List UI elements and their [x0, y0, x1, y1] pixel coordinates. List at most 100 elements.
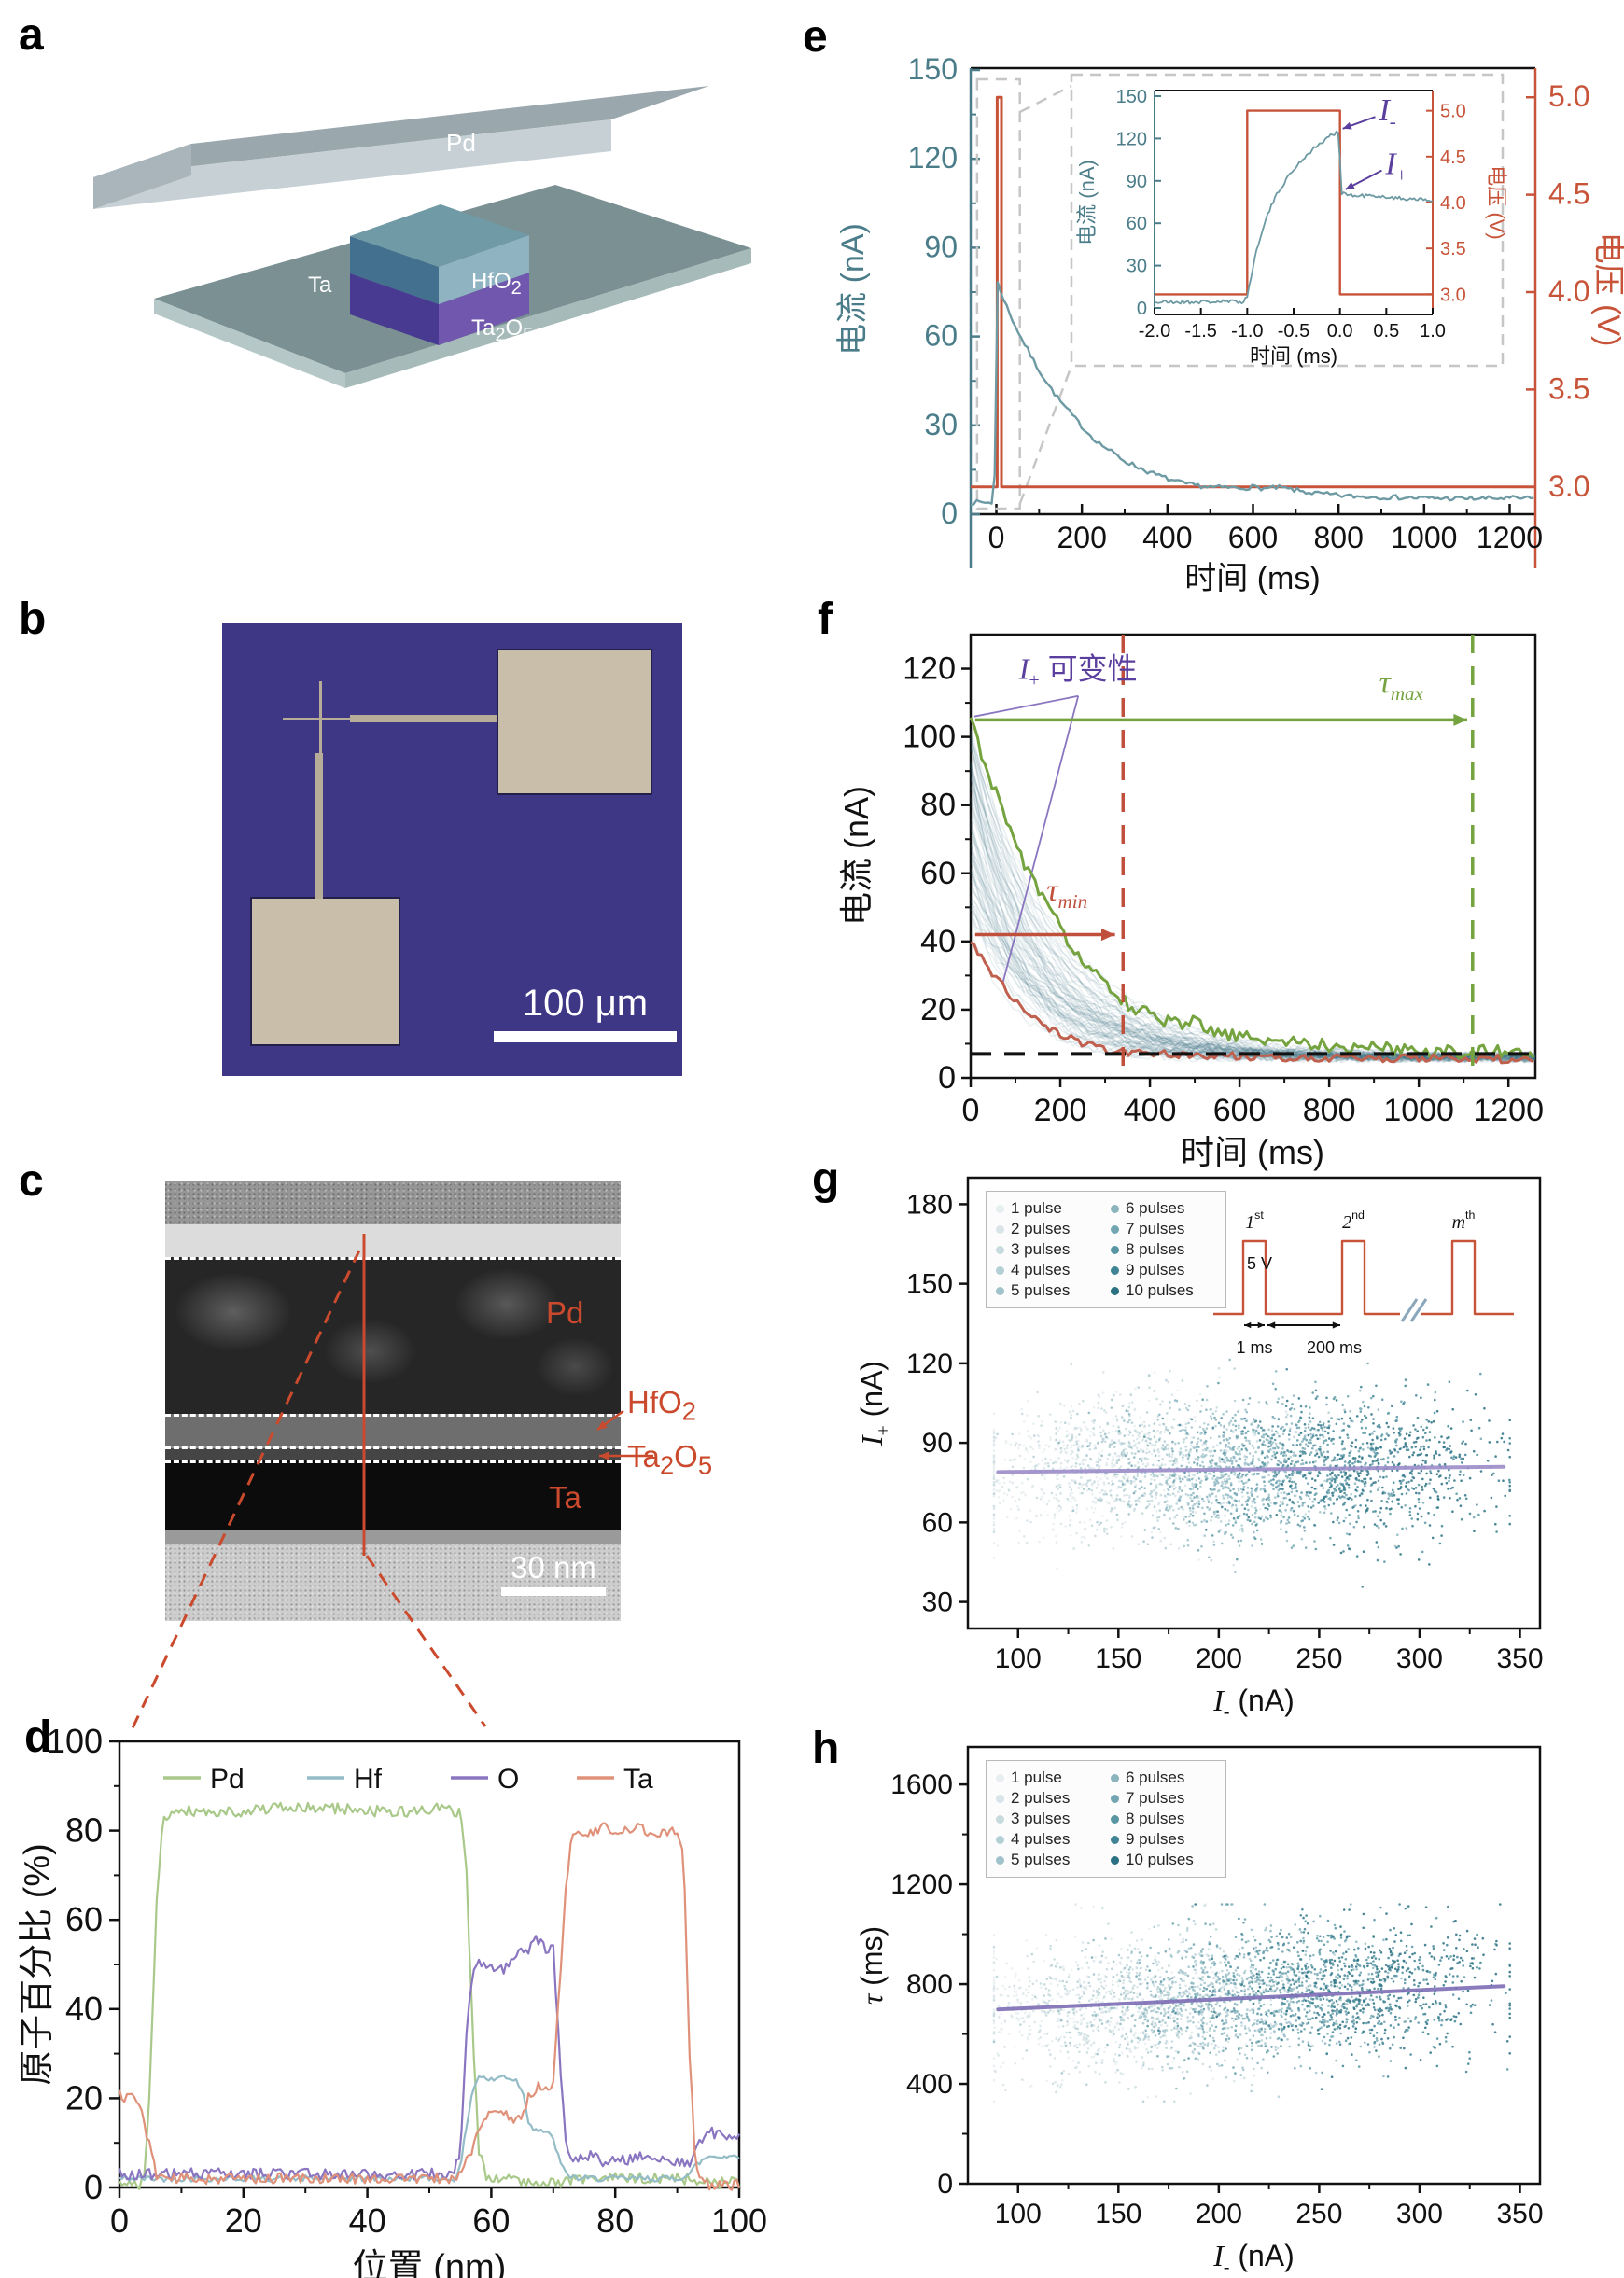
legend-item: 1 pulse [996, 1768, 1101, 1787]
d-legend-label: Hf [354, 1764, 383, 1795]
g-pulse-width-label: 1 ms [1236, 1338, 1272, 1357]
pd-bar-top [93, 86, 709, 177]
f-band-trace [970, 764, 1536, 1062]
f-band-trace [970, 823, 1536, 1061]
legend-marker-icon [1111, 1835, 1119, 1844]
legend-item: 10 pulses [1111, 1851, 1216, 1869]
electrode-wire-horizontal-thick [350, 715, 497, 722]
legend-item: 5 pulses [996, 1851, 1101, 1869]
tick-label: 0 [962, 1093, 980, 1128]
f-band-trace [970, 840, 1536, 1062]
tick-label: 5.0 [1548, 79, 1589, 113]
panel-letter-c: c [19, 1156, 44, 1206]
legend-item: 9 pulses [1111, 1830, 1216, 1849]
tick-label: 400 [1124, 1093, 1177, 1128]
device-layer-label-pd: Pd [446, 129, 476, 157]
f-variability-callout-line [1001, 695, 1080, 983]
d-series-Pd [119, 1801, 741, 2190]
tick-label: 0 [84, 2168, 103, 2206]
legend-label: 3 pulses [1011, 1810, 1071, 1827]
e-zoom-source-box [975, 77, 1021, 510]
tick-label: 150 [908, 52, 958, 86]
e-inset-voltage-trace [1155, 109, 1433, 296]
legend-marker-icon [1111, 1224, 1119, 1234]
tick-label: 80 [596, 2201, 634, 2240]
layer-boundary-line [165, 1460, 621, 1463]
f-band-trace [970, 859, 1536, 1064]
legend-marker-icon [1111, 1794, 1119, 1803]
tem-band-capping [165, 1181, 621, 1224]
tick-label: 60 [472, 2201, 510, 2240]
tick-label: 60 [922, 1507, 953, 1538]
f-band-trace [970, 845, 1536, 1062]
h-scatter-group-8 [1146, 1903, 1512, 2075]
f-band-trace [970, 867, 1536, 1062]
f-band-trace [970, 762, 1536, 1060]
layer-boundary-line [165, 1414, 621, 1417]
legend-marker-icon [996, 1224, 1004, 1234]
g-pulse-label-first: 1st [1245, 1209, 1264, 1233]
tem-band-hfo2 [165, 1414, 621, 1446]
e-inset-bg [1155, 91, 1433, 314]
f-band-trace [970, 871, 1536, 1064]
legend-item: 10 pulses [1111, 1281, 1216, 1300]
f-band-trace [970, 796, 1536, 1061]
h-scatter-group-3 [992, 1904, 1314, 2103]
tick-label: 0.0 [1327, 321, 1353, 342]
f-band-trace [970, 786, 1536, 1064]
f-band-trace [970, 913, 1536, 1059]
tick-label: 30 [924, 408, 958, 441]
tick-label: 1200 [890, 1869, 953, 1900]
tick-label: 200 [1034, 1093, 1087, 1128]
f-band-trace [970, 766, 1536, 1063]
optical-micrograph: 100 μm [222, 623, 682, 1076]
tick-label: 4.5 [1440, 147, 1466, 168]
e-inset-x-title: 时间 (ms) [1250, 344, 1337, 368]
legend-label: 3 pulses [1011, 1240, 1071, 1258]
legend-marker-icon [996, 1835, 1004, 1844]
h-trend-line [996, 1984, 1506, 2012]
h-scatter-group-6 [1030, 1903, 1436, 2090]
tem-label-pd: Pd [546, 1295, 584, 1330]
f-band-trace [970, 850, 1536, 1063]
tick-label: 0.5 [1373, 321, 1399, 342]
legend-label: 8 pulses [1126, 1810, 1185, 1827]
g-pulse-label-second: 2nd [1342, 1209, 1365, 1233]
f-band-trace [970, 897, 1536, 1062]
ta2o5-box-left [350, 273, 439, 345]
legend-marker-icon [1111, 1204, 1119, 1213]
legend-label: 9 pulses [1126, 1261, 1185, 1279]
panel-letter-a: a [19, 10, 44, 60]
f-band-trace [970, 734, 1536, 1060]
f-band-trace [970, 932, 1536, 1063]
d-y-axis-title: 原子百分比 (%) [18, 1843, 57, 2086]
d-frame [118, 1740, 741, 2189]
f-band-trace [970, 857, 1536, 1061]
g-scatter-group-9 [1178, 1367, 1512, 1588]
f-band-trace [970, 776, 1536, 1062]
f-band-trace [970, 803, 1536, 1061]
tick-label: 0 [937, 2169, 953, 2200]
g-pulse-interval-label: 200 ms [1307, 1338, 1362, 1357]
legend-label: 7 pulses [1126, 1789, 1185, 1807]
f-band-trace [970, 774, 1536, 1061]
tick-label: 200 [1057, 521, 1106, 554]
tick-label: 20 [225, 2201, 262, 2240]
pd-bar-front [93, 119, 611, 209]
tick-label: 30 [1127, 257, 1147, 277]
tick-label: 60 [920, 856, 956, 891]
d-series-O [118, 1935, 740, 2181]
f-band-trace [970, 885, 1536, 1060]
tick-label: 40 [920, 924, 956, 959]
legend-marker-icon [996, 1245, 1004, 1254]
f-band-trace [970, 915, 1536, 1061]
f-band-trace [970, 829, 1536, 1061]
ta-slab-top [154, 185, 751, 373]
panel-letter-g: g [812, 1154, 840, 1204]
tick-label: 120 [903, 651, 956, 687]
tick-label: 120 [1116, 129, 1147, 149]
tick-label: 250 [1295, 1643, 1342, 1674]
legend-marker-icon [1111, 1814, 1119, 1824]
